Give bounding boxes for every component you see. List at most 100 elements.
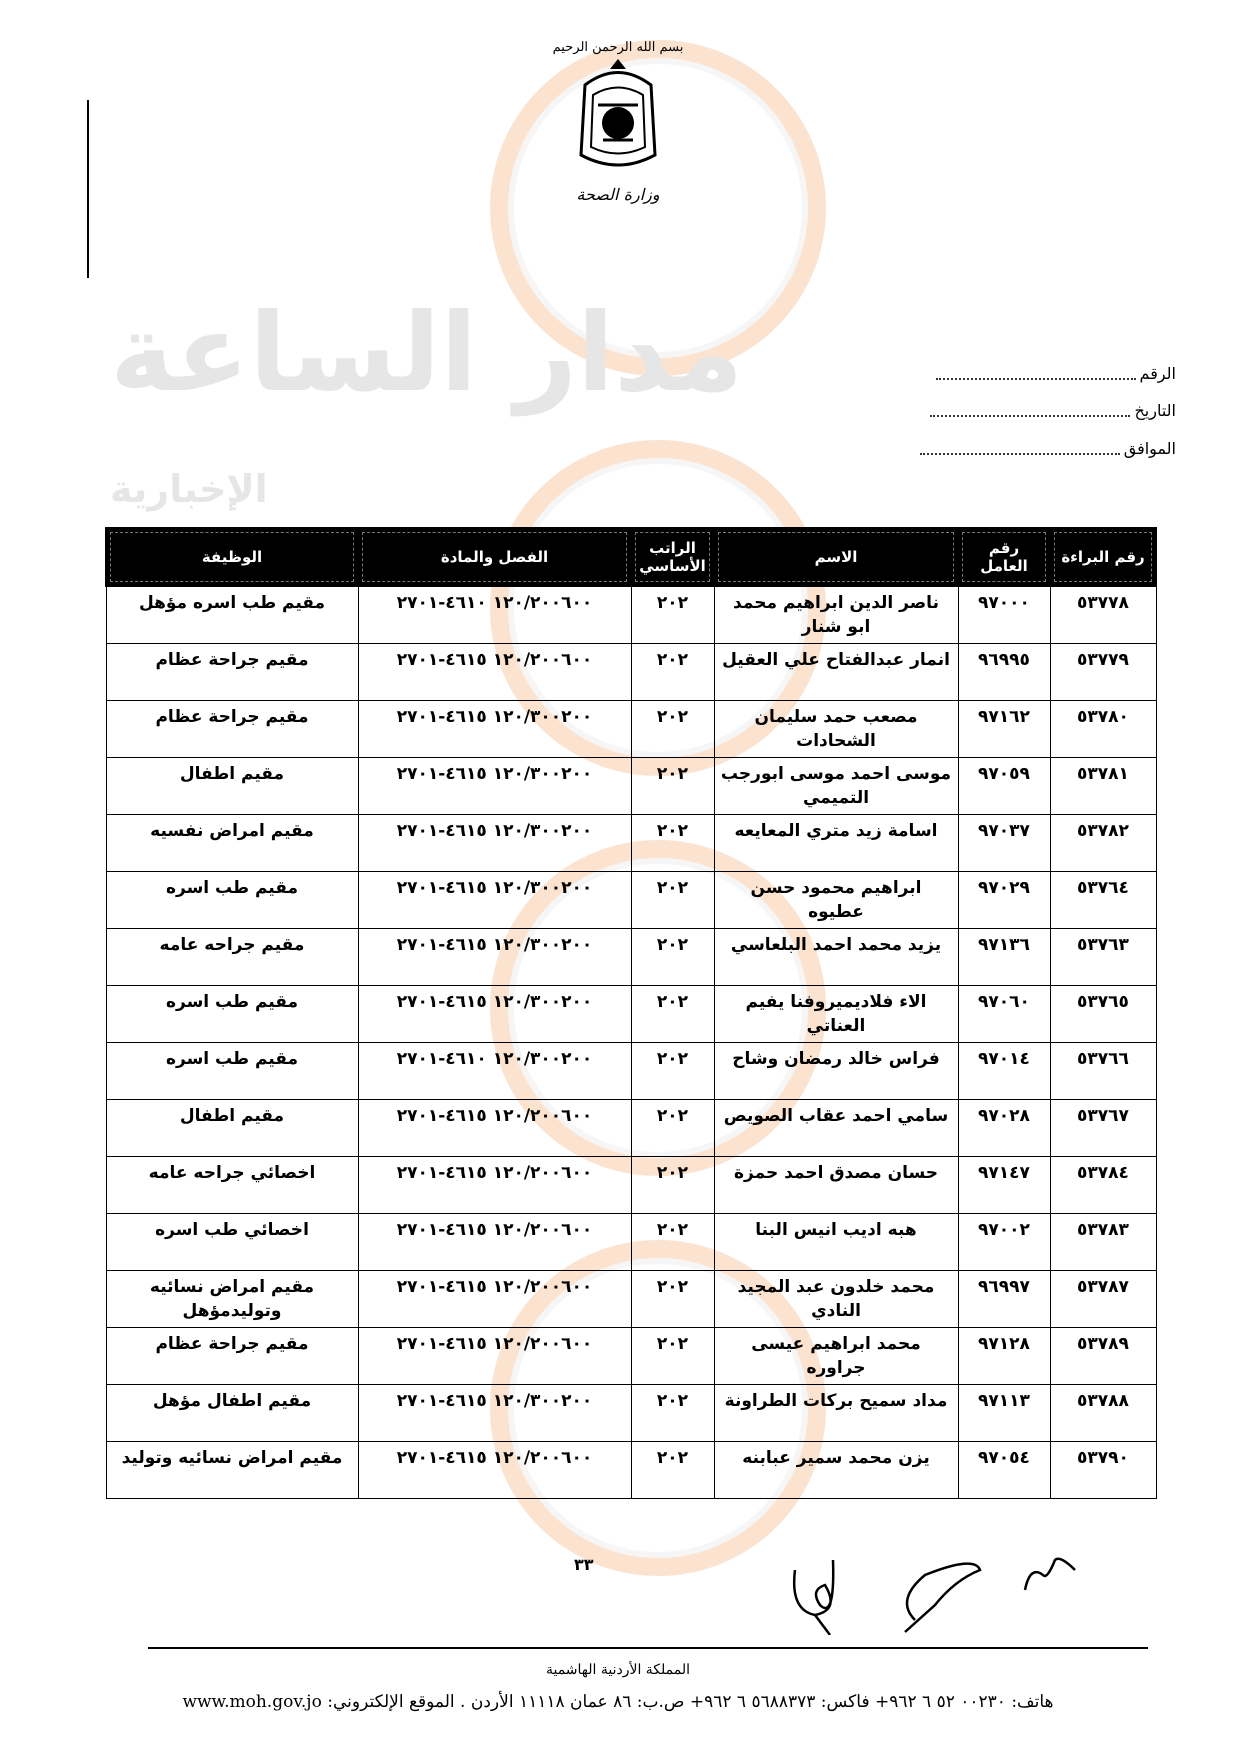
basic-salary: ٢٠٢ (656, 1049, 689, 1069)
job-title: مقيم جراحه عامه (159, 935, 305, 955)
worker-number-cell: ٩٧٠٢٨ (957, 1099, 1051, 1157)
employee-name-cell: فراس خالد رمضان وشاح (713, 1042, 959, 1100)
basic-salary: ٢٠٢ (656, 1163, 689, 1183)
basic-salary-cell: ٢٠٢ (630, 1213, 715, 1271)
footer-divider (148, 1647, 1148, 1649)
basic-salary: ٢٠٢ (656, 992, 689, 1012)
basic-salary: ٢٠٢ (656, 821, 689, 841)
worker-number: ٩٦٩٩٥ (978, 650, 1030, 670)
job-title-cell: مقيم طب اسره (105, 1042, 359, 1100)
worker-number-cell: ٩٧١٤٧ (957, 1156, 1051, 1214)
job-title-cell: مقيم امراض نسائيه وتوليد (105, 1441, 359, 1499)
job-title-cell: اخصائي طب اسره (105, 1213, 359, 1271)
employee-name: مصعب حمد سليمان الشحادات (754, 707, 918, 751)
employee-name-cell: محمد خلدون عبد المجيد النادي (713, 1270, 959, 1328)
record-id: ٥٣٧٦٥ (1077, 992, 1129, 1012)
worker-number: ٩٧٠٠٠ (978, 593, 1030, 613)
field-label: التاريخ (1134, 401, 1176, 420)
staff-table: رقم البراءة رقم العامل الاسم الراتب الأس… (105, 527, 1157, 1499)
employee-name: موسى احمد موسى ابورجب التميمي (720, 764, 952, 808)
job-title: مقيم جراحة عظام (155, 707, 309, 727)
worker-number: ٩٧٠١٤ (978, 1049, 1030, 1069)
record-id: ٥٣٧٨٣ (1077, 1220, 1129, 1240)
employee-name: اسامة زيد متري المعايعه (734, 821, 938, 841)
job-title: مقيم طب اسره (165, 1049, 299, 1069)
job-title-cell: مقيم جراحة عظام (105, 643, 359, 701)
employee-name-cell: مصعب حمد سليمان الشحادات (713, 700, 959, 758)
budget-code-cell: ١٢٠/٢٠٠٦٠٠ ٤٦١٥-٢٧٠١ (357, 1441, 632, 1499)
record-id-cell: ٥٣٧٨٨ (1049, 1384, 1157, 1442)
table-row: ٥٣٧٧٨ ٩٧٠٠٠ ناصر الدين ابراهيم محمد ابو شن… (105, 585, 1157, 644)
employee-name-cell: يزيد محمد احمد البلعاسي (713, 928, 959, 986)
header-code: الفصل والمادة (357, 527, 632, 587)
table-row: ٥٣٧٨٤ ٩٧١٤٧ حسان مصدق احمد حمزة ٢٠٢ ١٢٠/٢٠٠٦… (105, 1156, 1157, 1214)
employee-name-cell: ابراهيم محمود حسن عطيوه (713, 871, 959, 929)
table-row: ٥٣٧٨٩ ٩٧١٢٨ محمد ابراهيم عيسى جراوره ٢٠٢ ١٢٠… (105, 1327, 1157, 1385)
record-id-cell: ٥٣٧٦٣ (1049, 928, 1157, 986)
employee-name: حسان مصدق احمد حمزة (733, 1163, 939, 1183)
budget-code-cell: ١٢٠/٢٠٠٦٠٠ ٤٦١٥-٢٧٠١ (357, 1156, 632, 1214)
worker-number-cell: ٩٧١٢٨ (957, 1327, 1051, 1385)
employee-name-cell: ناصر الدين ابراهيم محمد ابو شنار (713, 585, 959, 644)
record-id-cell: ٥٣٧٨٧ (1049, 1270, 1157, 1328)
header-worker: رقم العامل (957, 527, 1051, 587)
worker-number: ٩٦٩٩٧ (978, 1277, 1030, 1297)
basic-salary-cell: ٢٠٢ (630, 757, 715, 815)
job-title-cell: مقيم طب اسره (105, 871, 359, 929)
table-header-row: رقم البراءة رقم العامل الاسم الراتب الأس… (105, 527, 1157, 587)
basic-salary: ٢٠٢ (656, 878, 689, 898)
table-row: ٥٣٧٨٨ ٩٧١١٣ مداد سميح بركات الطراونة ٢٠٢ ١٢٠… (105, 1384, 1157, 1442)
budget-code-cell: ١٢٠/٢٠٠٦٠٠ ٤٦١٥-٢٧٠١ (357, 1327, 632, 1385)
employee-name: مداد سميح بركات الطراونة (724, 1391, 948, 1411)
worker-number-cell: ٩٧٠٠٠ (957, 585, 1051, 644)
letterhead: بسم الله الرحمن الرحيم وزارة الصحة (518, 40, 718, 280)
job-title: مقيم اطفال (179, 764, 285, 784)
field-label: الموافق (1123, 439, 1176, 458)
basic-salary: ٢٠٢ (656, 593, 689, 613)
job-title: مقيم طب اسره (165, 878, 299, 898)
page-number: ٣٣ (574, 1555, 594, 1574)
watermark-brand: مدار الساعة (110, 291, 744, 416)
reference-number-field: الرقم (935, 364, 1176, 383)
basic-salary: ٢٠٢ (656, 764, 689, 784)
record-id: ٥٣٧٦٤ (1077, 878, 1129, 898)
job-title-cell: اخصائي جراحه عامه (105, 1156, 359, 1214)
employee-name-cell: انمار عبدالفتاح علي العقيل (713, 643, 959, 701)
record-id-cell: ٥٣٧٧٩ (1049, 643, 1157, 701)
budget-code: ١٢٠/٢٠٠٦٠٠ ٤٦١٠-٢٧٠١ (396, 593, 593, 613)
margin-line (87, 100, 89, 278)
footer-contact: هاتف: ٠٠٢٣٠ ٥٢ ٦ ٩٦٢+ فاكس: ٥٦٨٨٣٧٣ ٦ ٩٦… (182, 1692, 1054, 1712)
budget-code: ١٢٠/٢٠٠٦٠٠ ٤٦١٥-٢٧٠١ (396, 1334, 593, 1354)
table-row: ٥٣٧٧٩ ٩٦٩٩٥ انمار عبدالفتاح علي العقيل ٢٠٢ ١… (105, 643, 1157, 701)
job-title: مقيم جراحة عظام (155, 1334, 309, 1354)
worker-number: ٩٧٠٠٢ (978, 1220, 1030, 1240)
employee-name: انمار عبدالفتاح علي العقيل (722, 650, 950, 670)
worker-number: ٩٧٠٥٤ (978, 1448, 1030, 1468)
budget-code: ١٢٠/٣٠٠٢٠٠ ٤٦١٥-٢٧٠١ (396, 1391, 593, 1411)
dotted-line (930, 401, 1131, 417)
employee-name: محمد خلدون عبد المجيد النادي (737, 1277, 935, 1321)
worker-number: ٩٧٠٥٩ (978, 764, 1030, 784)
header-salary: الراتب الأساسي (630, 527, 715, 587)
worker-number: ٩٧٠٦٠ (978, 992, 1030, 1012)
signatures (792, 1557, 1076, 1635)
basic-salary-cell: ٢٠٢ (630, 814, 715, 872)
basic-salary-cell: ٢٠٢ (630, 1270, 715, 1328)
table-row: ٥٣٧٨٣ ٩٧٠٠٢ هبه اديب انيس البنا ٢٠٢ ١٢٠/٢٠٠٦… (105, 1213, 1157, 1271)
record-id: ٥٣٧٨٩ (1077, 1334, 1129, 1354)
budget-code-cell: ١٢٠/٣٠٠٢٠٠ ٤٦١٥-٢٧٠١ (357, 928, 632, 986)
coat-of-arms-icon (579, 59, 657, 167)
employee-name: يزن محمد سمير عبابنه (742, 1448, 930, 1468)
table-row: ٥٣٧٨٧ ٩٦٩٩٧ محمد خلدون عبد المجيد النادي ٢٠… (105, 1270, 1157, 1328)
record-id: ٥٣٧٨٢ (1077, 821, 1129, 841)
record-id: ٥٣٧٨١ (1077, 764, 1129, 784)
worker-number-cell: ٩٧٠٠٢ (957, 1213, 1051, 1271)
worker-number: ٩٧١٤٧ (978, 1163, 1030, 1183)
basic-salary-cell: ٢٠٢ (630, 643, 715, 701)
dotted-line (919, 439, 1120, 455)
employee-name-cell: اسامة زيد متري المعايعه (713, 814, 959, 872)
budget-code-cell: ١٢٠/٢٠٠٦٠٠ ٤٦١٠-٢٧٠١ (357, 585, 632, 644)
basic-salary-cell: ٢٠٢ (630, 1327, 715, 1385)
budget-code: ١٢٠/٢٠٠٦٠٠ ٤٦١٥-٢٧٠١ (396, 1163, 593, 1183)
job-title: مقيم امراض نفسيه (150, 821, 314, 841)
